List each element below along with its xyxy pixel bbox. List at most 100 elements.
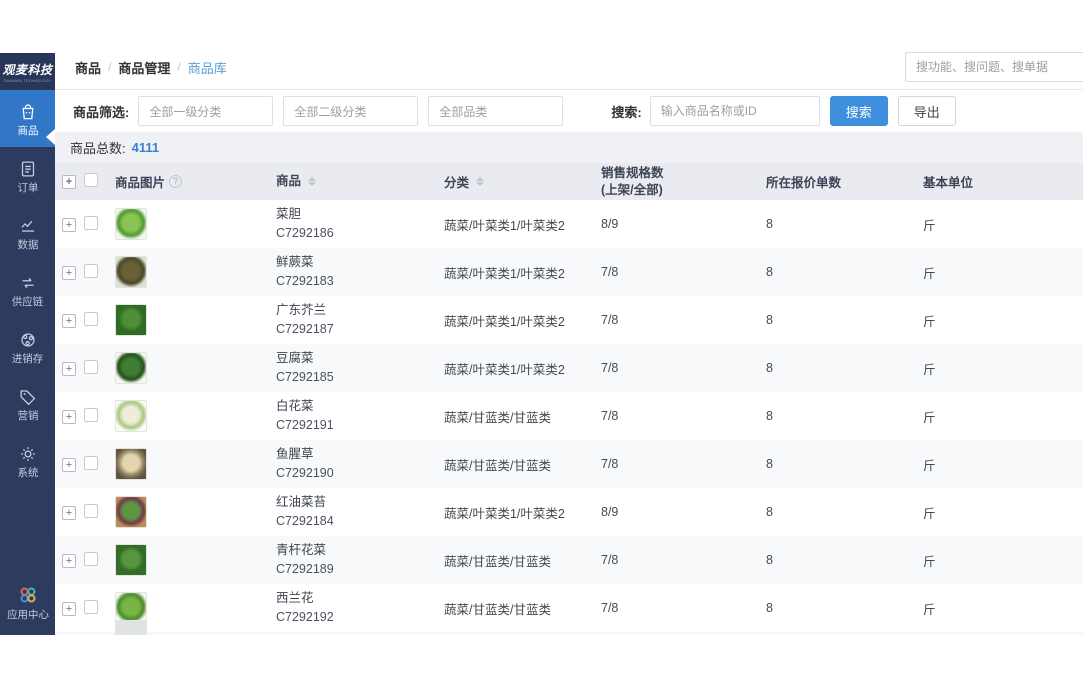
expand-row-button[interactable]: + bbox=[62, 409, 76, 424]
product-name[interactable]: 鱼腥草 bbox=[276, 446, 314, 461]
product-image[interactable] bbox=[115, 544, 147, 576]
product-code: C7292191 bbox=[276, 418, 334, 432]
expand-row-button[interactable]: + bbox=[62, 361, 76, 376]
category-level2-select[interactable]: 全部二级分类 bbox=[283, 96, 419, 126]
product-image[interactable] bbox=[115, 304, 147, 336]
product-image[interactable] bbox=[115, 352, 147, 384]
app-logo[interactable]: 观麦科技 GUANMAI TECHNOLOGY bbox=[0, 53, 55, 90]
sidebar-item-system[interactable]: 系统 bbox=[0, 432, 55, 489]
quote-count: 8 bbox=[766, 409, 773, 423]
product-image[interactable] bbox=[115, 256, 147, 288]
product-image[interactable] bbox=[115, 448, 147, 480]
filter-label: 商品筛选: bbox=[73, 104, 130, 120]
product-code: C7292184 bbox=[276, 514, 334, 528]
category-level1-select[interactable]: 全部一级分类 bbox=[138, 96, 274, 126]
row-checkbox[interactable] bbox=[84, 503, 98, 518]
row-checkbox[interactable] bbox=[84, 599, 98, 614]
table-row: + 红油菜苔 C7292184 蔬菜/叶菜类1/叶菜类2 8/9 8 bbox=[55, 488, 1083, 536]
product-category: 蔬菜/叶菜类1/叶菜类2 bbox=[444, 362, 565, 377]
col-header-unit: 基本单位 bbox=[923, 176, 974, 190]
total-count-value: 4111 bbox=[131, 140, 160, 155]
expand-row-button[interactable]: + bbox=[62, 217, 76, 232]
help-icon[interactable]: ? bbox=[169, 175, 183, 188]
spec-count: 8/9 bbox=[601, 217, 619, 231]
product-image bbox=[115, 620, 147, 635]
sidebar-item-data[interactable]: 数据 bbox=[0, 204, 55, 261]
breadcrumb-item[interactable]: 商品 bbox=[75, 60, 102, 76]
spec-count: 7/8 bbox=[601, 313, 619, 327]
row-checkbox[interactable] bbox=[84, 455, 98, 470]
product-code: C7292192 bbox=[276, 610, 334, 624]
product-image[interactable] bbox=[115, 592, 147, 624]
col-header-spec-line1: 销售规格数 bbox=[601, 165, 664, 180]
breadcrumb-item[interactable]: 商品管理 bbox=[118, 60, 171, 76]
row-checkbox[interactable] bbox=[84, 551, 98, 566]
spec-count: 7/8 bbox=[601, 409, 619, 423]
base-unit: 斤 bbox=[923, 602, 936, 617]
table-row-partial bbox=[55, 620, 1083, 635]
product-name[interactable]: 鲜蕨菜 bbox=[276, 254, 314, 269]
expand-row-button[interactable]: + bbox=[62, 265, 76, 280]
product-image[interactable] bbox=[115, 400, 147, 432]
expand-row-button[interactable]: + bbox=[62, 601, 76, 616]
sort-icon[interactable] bbox=[476, 177, 485, 186]
summary-bar: 商品总数: 4111 bbox=[55, 132, 1083, 163]
base-unit: 斤 bbox=[923, 506, 936, 521]
spec-count: 7/8 bbox=[601, 265, 619, 279]
table-body: + 菜胆 C7292186 蔬菜/叶菜类1/叶菜类2 8/9 8 bbox=[55, 200, 1083, 635]
row-checkbox[interactable] bbox=[84, 311, 98, 326]
row-checkbox[interactable] bbox=[84, 359, 98, 374]
search-button[interactable]: 搜索 bbox=[829, 96, 888, 126]
topbar: 商品 / 商品管理 / 商品库 bbox=[55, 45, 1083, 90]
quote-count: 8 bbox=[766, 457, 773, 471]
sort-icon[interactable] bbox=[308, 177, 317, 186]
spec-count: 7/8 bbox=[601, 457, 619, 471]
product-image[interactable] bbox=[115, 208, 147, 240]
sidebar-item-goods[interactable]: 商品 bbox=[0, 90, 55, 147]
select-all-checkbox[interactable] bbox=[84, 173, 98, 187]
expand-all-button[interactable]: + bbox=[62, 175, 76, 189]
row-checkbox[interactable] bbox=[84, 263, 98, 278]
product-name[interactable]: 豆腐菜 bbox=[276, 350, 314, 365]
product-name[interactable]: 广东芥兰 bbox=[276, 302, 327, 317]
spec-count: 7/8 bbox=[601, 553, 619, 567]
nav-label: 应用中心 bbox=[6, 609, 49, 621]
product-table: + 商品图片 ? 商品 分类 bbox=[55, 163, 1083, 635]
product-image[interactable] bbox=[115, 496, 147, 528]
product-category: 蔬菜/叶菜类1/叶菜类2 bbox=[444, 314, 565, 329]
table-row: + 西兰花 C7292192 蔬菜/甘蓝类/甘蓝类 7/8 8 bbox=[55, 584, 1083, 632]
sidebar-item-orders[interactable]: 订单 bbox=[0, 147, 55, 204]
bag-icon bbox=[17, 101, 39, 123]
export-button[interactable]: 导出 bbox=[897, 96, 956, 126]
product-name[interactable]: 红油菜苔 bbox=[276, 494, 327, 509]
active-item-notch bbox=[46, 129, 55, 145]
global-search-input[interactable] bbox=[905, 52, 1083, 82]
product-code: C7292186 bbox=[276, 226, 334, 240]
expand-row-button[interactable]: + bbox=[62, 457, 76, 472]
sidebar-item-supply-chain[interactable]: 供应链 bbox=[0, 261, 55, 318]
col-header-image: 商品图片 bbox=[115, 176, 166, 190]
expand-row-button[interactable]: + bbox=[62, 505, 76, 520]
expand-row-button[interactable]: + bbox=[62, 313, 76, 328]
product-name[interactable]: 西兰花 bbox=[276, 590, 314, 605]
table-row: + 菜胆 C7292186 蔬菜/叶菜类1/叶菜类2 8/9 8 bbox=[55, 200, 1083, 248]
col-header-category: 分类 bbox=[444, 176, 470, 190]
table-row: + 鱼腥草 C7292190 蔬菜/甘蓝类/甘蓝类 7/8 8 bbox=[55, 440, 1083, 488]
sidebar-item-inventory[interactable]: 进销存 bbox=[0, 318, 55, 375]
row-checkbox[interactable] bbox=[84, 215, 98, 230]
category-type-select[interactable]: 全部品类 bbox=[428, 96, 564, 126]
row-checkbox[interactable] bbox=[84, 407, 98, 422]
nav-label: 系统 bbox=[17, 466, 38, 479]
nav-label: 订单 bbox=[17, 181, 38, 194]
product-name[interactable]: 白花菜 bbox=[276, 398, 314, 413]
quote-count: 8 bbox=[766, 505, 773, 519]
nav-label: 营销 bbox=[17, 409, 38, 422]
product-category: 蔬菜/甘蓝类/甘蓝类 bbox=[444, 602, 551, 617]
product-name[interactable]: 青杆花菜 bbox=[276, 542, 327, 557]
sidebar-item-marketing[interactable]: 营销 bbox=[0, 375, 55, 432]
expand-row-button[interactable]: + bbox=[62, 553, 76, 568]
logo-subtitle: GUANMAI TECHNOLOGY bbox=[3, 77, 52, 83]
sidebar-item-app-center[interactable]: 应用中心 bbox=[0, 573, 55, 635]
product-name[interactable]: 菜胆 bbox=[276, 206, 302, 221]
product-search-input[interactable] bbox=[649, 96, 820, 126]
